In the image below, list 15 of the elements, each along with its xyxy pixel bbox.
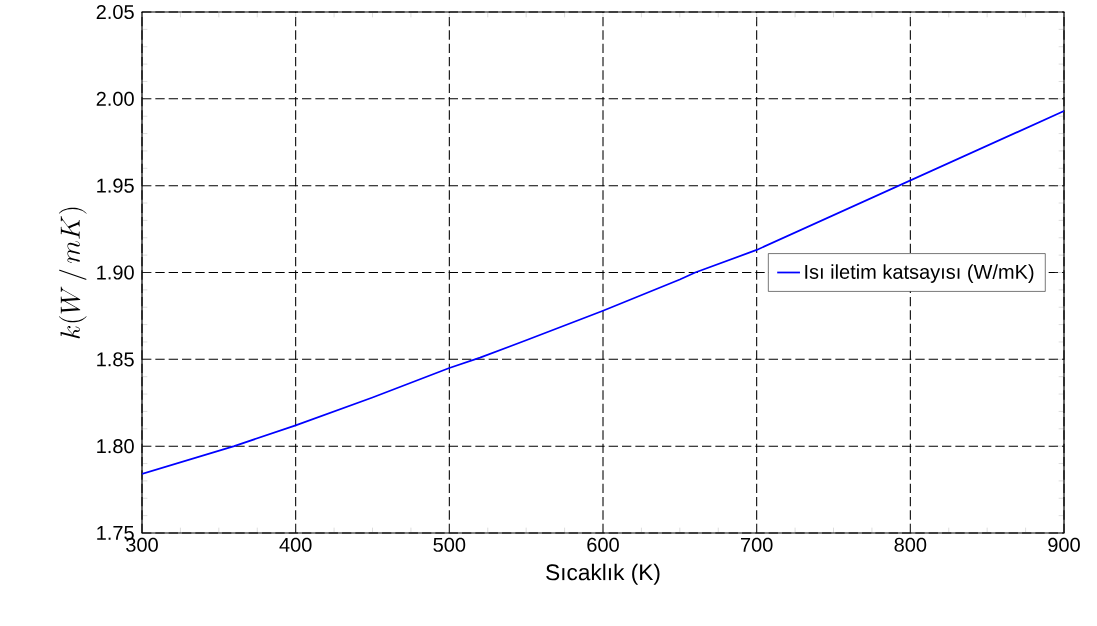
y-tick-label: 2.00 <box>96 91 134 106</box>
x-tick-label: 900 <box>1048 537 1080 552</box>
x-tick-label: 700 <box>741 537 773 552</box>
y-tick-label: 1.80 <box>97 439 134 454</box>
y-axis-title: $k(W\,/\,mK)$ <box>58 207 87 339</box>
x-tick-label: 800 <box>894 537 927 552</box>
x-tick-label: 600 <box>587 537 619 552</box>
y-tick-label: 1.85 <box>97 352 134 367</box>
y-tick-label: 1.95 <box>97 178 134 193</box>
y-tick-label: 1.90 <box>97 265 134 280</box>
legend-label: Isı iletim katsayısı (W/mK) <box>805 264 1034 283</box>
x-axis-title: Sıcaklık (K) <box>546 563 660 585</box>
y-tick-label: 2.05 <box>96 4 134 20</box>
x-tick-label: 500 <box>433 537 466 552</box>
x-tick-label: 400 <box>279 537 312 552</box>
